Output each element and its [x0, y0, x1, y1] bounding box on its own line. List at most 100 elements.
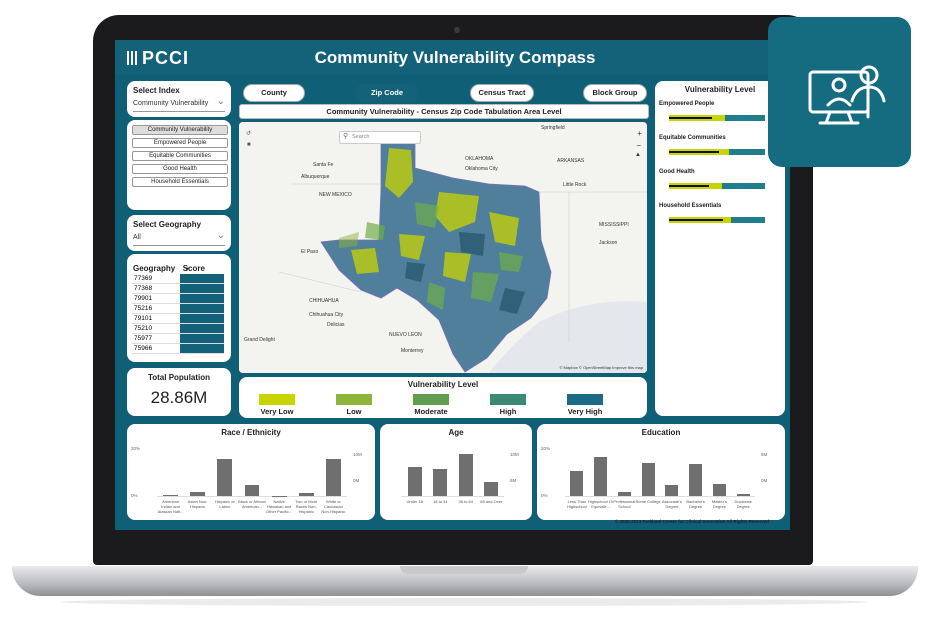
chart-bar[interactable]: [712, 483, 726, 496]
select-geography-dropdown[interactable]: All ⌄: [133, 230, 225, 246]
chart-category-label: Associate's Degree: [661, 499, 682, 509]
chart-baseline: [157, 496, 347, 497]
vulnerability-bar-marker: [669, 117, 713, 119]
score-cell: 0.79: [180, 333, 224, 344]
legend-swatch: [490, 394, 526, 405]
table-row[interactable]: 75210 0.80: [132, 323, 224, 334]
index-option-button[interactable]: Empowered People: [132, 138, 228, 148]
chart-y-tick: 20%: [541, 446, 551, 451]
copyright-footer: © 2020-2024 Parkland Center for Clinical…: [615, 519, 769, 524]
geography-cell: 77368: [132, 283, 180, 294]
score-cell: 0.84: [180, 274, 224, 284]
vulnerability-bar: [669, 115, 765, 121]
chart-bar[interactable]: [641, 463, 655, 496]
chart-y2-tick: 0M: [761, 478, 768, 483]
vulnerability-bar-label: Household Essentials: [659, 203, 722, 209]
map-expand-icon[interactable]: ↺: [246, 131, 252, 137]
chart-category-label: Asian Non-Hispanic: [187, 499, 208, 509]
map-label-little-rock: Little Rock: [563, 182, 587, 188]
table-row[interactable]: 75977 0.79: [132, 333, 224, 344]
map-label-mississippi: MISSISSIPPI: [599, 222, 629, 228]
chart-category-label: American Indian and Alaskan Nati...: [157, 499, 184, 514]
chart-bar[interactable]: [594, 457, 608, 496]
table-row[interactable]: 75216 0.80: [132, 303, 224, 314]
table-row[interactable]: 77369 0.84: [132, 274, 224, 284]
tab-zip-code[interactable]: Zip Code: [355, 84, 419, 102]
map-heading-box: Community Vulnerability - Census Zip Cod…: [239, 104, 649, 119]
chart-category-label: Black or African American...: [238, 499, 266, 509]
table-row[interactable]: 77368 0.81: [132, 283, 224, 294]
page-title: Community Vulnerability Compass: [314, 48, 596, 67]
legend-label: Low: [346, 407, 362, 416]
index-option-button[interactable]: Equitable Communities: [132, 151, 228, 161]
vulnerability-side-title: Vulnerability Level: [684, 85, 756, 94]
telehealth-icon: [808, 65, 886, 125]
index-button-list: Community Vulnerability Empowered People E…: [132, 125, 228, 190]
chart-category-label: Doctorate Degree: [734, 499, 752, 509]
select-geography-value: All: [133, 234, 141, 241]
tab-block-group[interactable]: Block Group: [583, 84, 647, 102]
geography-cell: 75966: [132, 343, 180, 354]
map-label-monterrey: Monterrey: [401, 348, 424, 354]
map-label-jackson: Jackson: [599, 240, 618, 246]
map-canvas[interactable]: [239, 122, 647, 373]
map-label-chihuahua-city: Chihuahua City: [309, 312, 344, 318]
map-select-icon[interactable]: ■: [247, 142, 251, 148]
chart-baseline: [402, 496, 504, 497]
chart-category-label: Master's Degree: [711, 499, 727, 509]
education-chart-panel: Education Less Than Highschool Highschool…: [537, 424, 785, 520]
texas-green-areas: [365, 202, 523, 310]
texas-yellow-areas: [351, 148, 519, 282]
map-heading: Community Vulnerability - Census Zip Cod…: [326, 107, 562, 116]
chart-y2-tick: 10M: [353, 452, 362, 457]
chart-bar[interactable]: [325, 458, 341, 496]
table-row[interactable]: 75966 0.79: [132, 343, 224, 354]
race-chart-panel: Race / Ethnicity American Indian and Ala…: [127, 424, 375, 520]
chart-bar[interactable]: [217, 459, 233, 496]
education-chart-title: Education: [641, 428, 681, 437]
map-search-box[interactable]: ⚲ Search: [339, 131, 421, 144]
chart-bar[interactable]: [570, 471, 584, 496]
geography-col-header[interactable]: Geography: [133, 264, 176, 273]
score-col-header[interactable]: Score: [182, 264, 205, 273]
index-option-button[interactable]: Good Health: [132, 164, 228, 174]
chart-bar[interactable]: [163, 495, 179, 496]
select-index-dropdown[interactable]: Community Vulnerability ⌄: [133, 96, 225, 112]
vulnerability-bar-label: Empowered People: [659, 101, 715, 107]
index-option-button[interactable]: Community Vulnerability: [132, 125, 228, 135]
chart-bar[interactable]: [433, 469, 448, 496]
population-card: Total Population 28.86M: [127, 368, 231, 416]
chart-bar[interactable]: [190, 491, 206, 496]
table-row[interactable]: 79101 0.80: [132, 313, 224, 324]
chart-bar[interactable]: [736, 493, 750, 496]
tab-county[interactable]: County: [243, 84, 305, 102]
chart-bar[interactable]: [407, 466, 422, 496]
chart-bar[interactable]: [458, 453, 473, 496]
map-label-arkansas: ARKANSAS: [557, 158, 585, 164]
chart-y-tick: 0%: [131, 493, 138, 498]
select-index-value: Community Vulnerability: [133, 100, 209, 107]
map-label-grand-delight: Grand Delight: [244, 337, 275, 343]
compass-icon[interactable]: ▲: [635, 152, 641, 158]
new-mexico-area: [339, 232, 359, 248]
index-option-button[interactable]: Household Essentials: [132, 177, 228, 187]
tab-census-tract[interactable]: Census Tract: [470, 84, 534, 102]
geography-table-panel: Geography Score ▼ 77369 0.84 77368 0.81 7990…: [127, 254, 231, 362]
chart-bar[interactable]: [484, 482, 499, 496]
chevron-down-icon: ⌄: [216, 230, 225, 241]
legend-swatch: [259, 394, 295, 405]
geography-cell: 77369: [132, 274, 180, 284]
chart-bar[interactable]: [244, 485, 260, 496]
chart-bar[interactable]: [665, 485, 679, 496]
score-cell: 0.80: [180, 313, 224, 324]
chart-bar[interactable]: [298, 492, 314, 496]
zoom-in-button[interactable]: +: [637, 129, 642, 138]
legend-label: Moderate: [414, 407, 448, 416]
zoom-out-button[interactable]: −: [636, 141, 641, 150]
gulf-water: [489, 301, 647, 373]
pcci-logo: PCCI: [127, 48, 189, 69]
laptop-notch: [400, 566, 528, 574]
chart-bar[interactable]: [617, 492, 631, 496]
table-row[interactable]: 79901 0.80: [132, 293, 224, 304]
chart-bar[interactable]: [689, 463, 703, 496]
